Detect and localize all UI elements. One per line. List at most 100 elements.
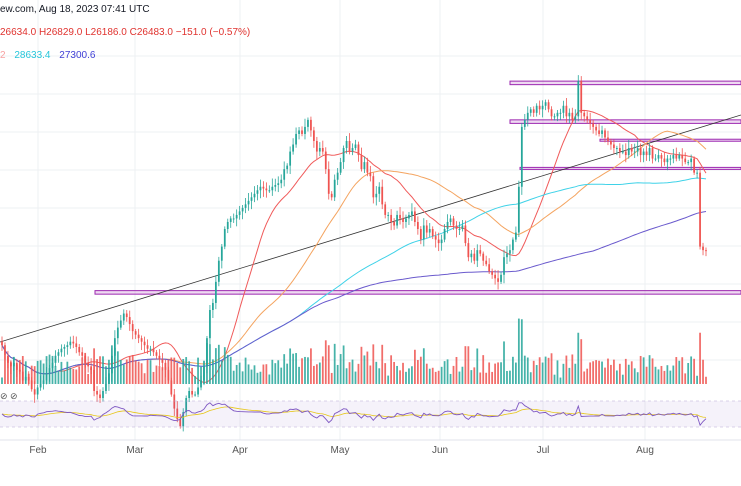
candle-body [301,130,303,134]
volume-bar [27,373,30,384]
volume-bar [60,361,63,384]
volume-bar [624,358,627,384]
volume-bar [574,363,577,384]
volume-bar [660,365,663,384]
volume-bar [705,376,707,384]
candle-body [428,229,431,233]
support-resistance-zone [519,166,741,170]
candle-body [651,148,654,159]
candle-body [155,352,158,356]
volume-bar [99,356,101,384]
candle-body [699,172,701,247]
volume-bar [197,357,199,384]
volume-bar [7,357,9,384]
volume-bar [200,366,202,384]
oscillator-visibility-icons[interactable]: ⊘ ⊘ [0,391,18,401]
volume-bar [348,362,351,384]
volume-bar [152,371,155,384]
candle-body [247,200,250,205]
candle-body [265,188,268,191]
volume-bar [119,359,122,384]
volume-bar [494,363,496,384]
candle-body [595,126,597,131]
volume-bar [491,371,494,384]
candle-body [280,179,283,184]
volume-bar [523,355,526,384]
volume-bar [137,361,140,384]
x-axis: Feb Mar Apr May Jun Jul Aug [0,439,741,456]
candle-body [292,144,294,152]
volume-bar [93,348,95,384]
volume-bar [295,353,297,384]
volume-bar [194,376,196,384]
volume-bar [324,340,327,384]
volume-bar [378,368,381,384]
volume-bar [702,359,704,384]
candle-body [149,348,152,350]
volume-bar [131,354,134,384]
volume-bar [520,319,523,384]
volume-bar [42,363,45,384]
volume-bar [229,356,232,384]
candle-body [304,126,306,134]
candle-body [523,119,526,127]
volume-bar [298,366,300,384]
volume-bar [330,372,333,384]
candle-body [598,130,600,134]
candle-body [313,130,315,141]
candle-body [541,105,544,110]
volume-bar [203,360,205,384]
grid [0,0,741,440]
candle-body [455,225,458,230]
candle-body [470,253,473,258]
candle-body [393,221,395,226]
candle-body [369,172,372,177]
volume-bar [476,348,479,384]
volume-bar [538,357,541,384]
candle-body [381,186,384,205]
candle-body [613,144,615,149]
candle-body [307,119,309,127]
volume-bar [562,363,565,384]
volume-bar [280,367,283,384]
volume-bar [244,357,247,384]
volume-bar [363,355,366,384]
volume-bar [482,355,485,384]
volume-bar [212,359,214,384]
candle-body [553,116,556,118]
candle-body [618,148,621,152]
volume-bar [149,360,152,384]
volume-bar [39,360,42,384]
candle-body [452,218,455,226]
volume-bar [21,356,24,384]
candle-body [547,102,550,110]
candle-body [535,105,538,113]
volume-bar [687,363,690,384]
volume-bar [547,357,550,384]
candle-body [384,204,387,215]
volume-bar [321,356,324,384]
candle-body [550,109,553,117]
volume-bar [182,358,185,384]
volume-bar [488,362,491,384]
candle-body [212,302,214,310]
volume-bar [446,359,449,384]
candle-body [310,119,312,131]
volume-bar [256,372,259,384]
volume-bar [307,357,309,384]
volume-bar [434,371,437,384]
volume-bar [535,365,538,384]
candle-body [636,148,639,152]
candle-body [327,169,330,194]
candle-body [396,214,398,226]
volume-bar [657,369,660,384]
candle-body [188,390,191,399]
moving-average-line [1,109,707,384]
candle-body [191,390,193,395]
moving-averages [1,109,707,384]
candle-body [244,204,247,208]
volume-bar [601,361,603,384]
candle-body [464,225,467,244]
ohlc-low: L26186.0 [85,27,127,38]
